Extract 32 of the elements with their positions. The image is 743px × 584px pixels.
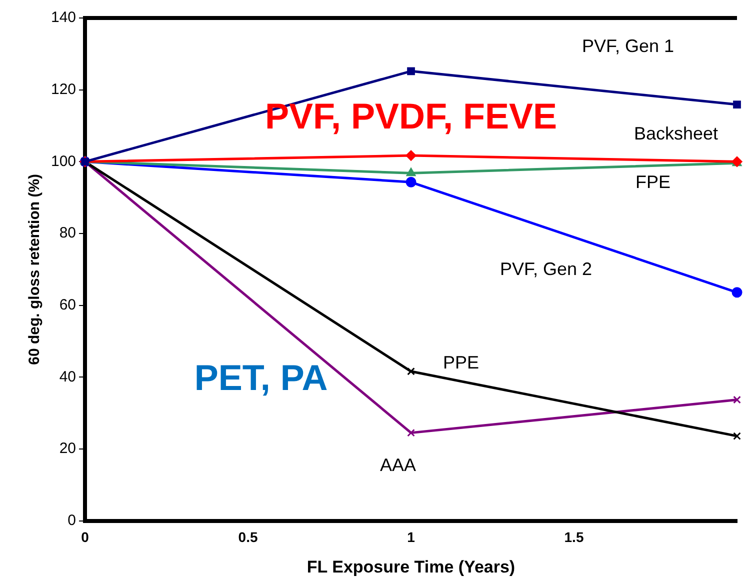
y-tick-label: 80 xyxy=(59,224,76,242)
series-label: PVF, Gen 2 xyxy=(500,259,592,280)
x-tick-label: 1 xyxy=(407,529,416,546)
series-label: AAA xyxy=(380,454,416,475)
point xyxy=(406,176,416,188)
point xyxy=(733,432,741,440)
series-label: PVF, Gen 1 xyxy=(582,36,674,56)
point xyxy=(406,150,416,161)
x-tick-label: 0.5 xyxy=(238,529,258,546)
point xyxy=(407,428,415,437)
series-label: FPE xyxy=(636,172,671,192)
annotation: PVF, PVDF, FEVE xyxy=(264,95,558,136)
point xyxy=(732,287,742,298)
y-tick-label: 40 xyxy=(59,368,76,386)
point xyxy=(407,367,415,376)
y-tick-label: 20 xyxy=(59,440,76,458)
point xyxy=(733,100,741,108)
point xyxy=(406,168,416,176)
y-tick-label: 0 xyxy=(68,512,76,529)
point xyxy=(733,396,741,404)
y-axis-title: 60 deg. gloss retention (%) xyxy=(26,174,44,365)
x-axis-title: FL Exposure Time (Years) xyxy=(306,557,516,576)
point xyxy=(407,67,415,76)
annotation: PET, PA xyxy=(194,356,328,398)
x-tick-label: 1.5 xyxy=(564,529,584,546)
y-tick-label: 100 xyxy=(50,152,76,170)
series-label: PPE xyxy=(443,352,480,372)
y-tick-label: 140 xyxy=(50,9,76,26)
y-tick-label: 120 xyxy=(50,80,76,98)
y-tick-label: 60 xyxy=(59,296,76,314)
series-label: Backsheet xyxy=(634,124,718,144)
x-tick-label: 0 xyxy=(81,529,90,546)
